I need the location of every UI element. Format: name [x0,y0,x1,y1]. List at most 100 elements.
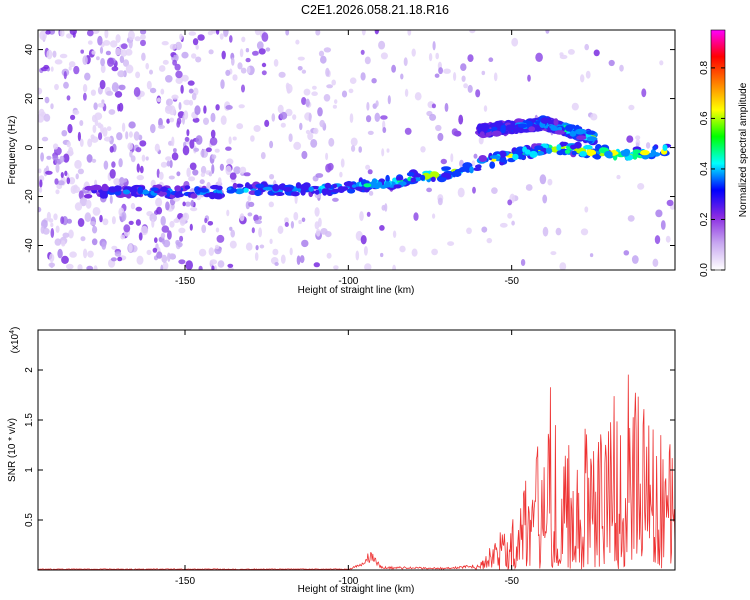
spectrogram-noise-cell [45,30,51,35]
spectrogram-noise-cell [117,70,126,78]
spectrogram-x-tick-label: -150 [175,276,195,287]
spectrogram-trace-cell [452,171,457,178]
spectrogram-noise-cell [160,232,166,239]
spectrogram-noise-cell [255,245,259,251]
spectrogram-noise-cell [66,218,72,224]
spectrogram-noise-cell [438,67,443,75]
spectrogram-noise-cell [99,214,103,223]
spectrogram-noise-cell [176,117,182,125]
spectrogram-noise-cell [198,248,207,257]
spectrogram-noise-cell [186,167,191,178]
spectrogram-noise-cell [156,97,161,103]
spectrogram-noise-cell [318,217,322,227]
spectrogram-noise-cell [237,62,243,70]
spectrogram-noise-cell [259,244,265,249]
spectrogram-noise-cell [403,57,408,67]
spectrogram-noise-cell [429,113,437,121]
spectrogram-noise-cell [139,165,144,174]
spectrogram-noise-cell [210,112,216,123]
spectrogram-trace-cell [398,181,407,187]
spectrogram-noise-cell [232,136,237,141]
spectrogram-noise-cell [225,165,232,176]
spectrogram-noise-cell [542,226,549,237]
spectrogram-noise-cell [511,220,515,226]
spectrogram-noise-cell [123,224,131,233]
spectrogram-noise-cell [171,152,179,161]
spectrogram-noise-cell [542,194,548,204]
spectrogram-noise-cell [431,103,436,109]
spectrogram-trace-cell [184,185,191,190]
spectrogram-noise-cell [92,207,101,216]
spectrogram-trace-cell [129,186,138,194]
spectrogram-noise-cell [186,129,190,137]
spectrogram-noise-cell [192,38,199,46]
spectrogram-noise-cell [84,72,91,81]
spectrogram-noise-cell [80,236,86,242]
spectrogram-noise-cell [204,217,208,224]
spectrogram-noise-cell [314,207,320,217]
spectrogram-noise-cell [53,143,59,150]
spectrogram-noise-cell [92,30,100,34]
spectrogram-noise-cell [158,65,166,72]
spectrogram-noise-cell [111,245,118,250]
spectrogram-noise-cell [133,131,140,141]
spectrogram-noise-cell [208,247,214,256]
spectrogram-noise-cell [115,47,121,56]
spectrogram-trace-cell [150,187,159,192]
spectrogram-noise-cell [399,245,406,253]
spectrogram-noise-cell [626,135,634,143]
spectrogram-noise-cell [666,199,674,207]
spectrogram-noise-cell [367,169,373,175]
spectrogram-noise-cell [437,197,443,206]
snr-y-tick-label: 1 [24,467,35,473]
spectrogram-noise-cell [303,88,311,96]
spectrogram-trace-cell [230,188,237,193]
spectrogram-trace-cell [639,149,650,156]
spectrogram-noise-cell [73,184,78,189]
spectrogram-y-tick-label: -20 [24,189,35,204]
spectrogram-noise-cell [189,162,197,171]
spectrogram-noise-cell [161,41,169,46]
spectrogram-noise-cell [130,202,136,210]
spectrogram-trace-cell [475,164,482,169]
spectrogram-noise-cell [59,53,68,59]
spectrogram-noise-cell [293,211,299,221]
spectrogram-noise-cell [580,74,585,83]
spectrogram-noise-cell [301,97,307,105]
spectrogram-noise-cell [284,217,289,224]
spectrogram-noise-cell [211,164,215,174]
spectrogram-trace-cell [579,151,587,157]
snr-y-tick-label: 1.5 [24,413,35,427]
spectrogram-noise-cell [241,84,245,93]
spectrogram-trace-cell [574,141,582,149]
spectrogram-noise-cell [315,228,321,237]
spectrogram-noise-cell [298,219,302,225]
spectrogram-trace-cell [255,183,265,189]
colorbar-tick-label: 0.6 [699,111,710,125]
spectrogram-noise-cell [87,250,94,258]
spectrogram-noise-cell [198,265,203,270]
spectrogram-trace-cell [576,135,587,140]
spectrogram-noise-cell [110,40,118,48]
spectrogram-noise-cell [451,128,458,136]
spectrogram-noise-cell [364,56,371,65]
spectrogram-noise-cell [74,202,83,211]
spectrogram-noise-cell [98,132,103,141]
spectrogram-trace-cell [554,130,565,135]
spectrogram-noise-cell [400,73,404,80]
spectrogram-noise-cell [83,248,88,259]
spectrogram-noise-cell [158,124,165,129]
spectrogram-noise-cell [192,169,199,176]
spectrogram-noise-cell [82,84,88,93]
spectrogram-noise-cell [265,47,271,52]
spectrogram-noise-cell [99,46,104,54]
spectrogram-noise-cell [77,131,81,142]
spectrogram-noise-cell [331,79,337,86]
spectrogram-trace-cell [355,186,364,191]
spectrogram-trace-cell [491,126,498,131]
spectrogram-noise-cell [288,133,293,142]
spectrogram-noise-cell [182,145,190,156]
spectrogram-noise-cell [325,67,330,77]
spectrogram-noise-cell [121,211,127,222]
spectrogram-trace-cell [524,149,531,155]
